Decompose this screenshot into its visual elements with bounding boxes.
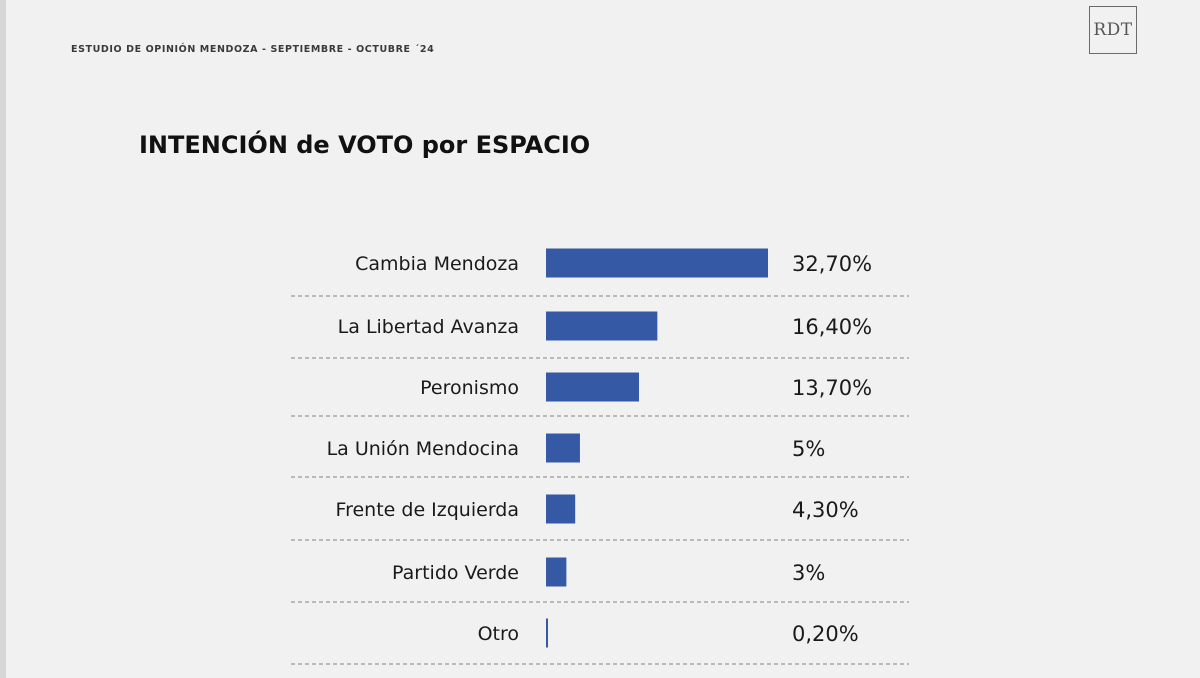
- left-border: [0, 0, 6, 678]
- bar-partido-verde: [546, 557, 567, 587]
- value-label-frente-de-izquierda: 4,30%: [792, 498, 859, 522]
- bar-cambia-mendoza: [546, 248, 768, 278]
- value-label-partido-verde: 3%: [792, 561, 825, 585]
- value-label-otro: 0,20%: [792, 622, 859, 646]
- bar-otro: [546, 618, 548, 648]
- bar-peronismo: [546, 372, 640, 402]
- value-label-cambia-mendoza: 32,70%: [792, 252, 872, 276]
- category-label-la-libertad-avanza: La Libertad Avanza: [338, 316, 519, 338]
- bar-la-union-mendocina: [546, 433, 580, 463]
- value-label-la-libertad-avanza: 16,40%: [792, 315, 872, 339]
- value-label-la-union-mendocina: 5%: [792, 437, 825, 461]
- value-label-peronismo: 13,70%: [792, 376, 872, 400]
- category-label-la-union-mendocina: La Unión Mendocina: [327, 438, 519, 460]
- category-label-peronismo: Peronismo: [420, 377, 519, 399]
- rdt-logo: RDT: [1089, 6, 1137, 54]
- study-header: ESTUDIO DE OPINIÓN MENDOZA - SEPTIEMBRE …: [71, 44, 435, 55]
- category-label-frente-de-izquierda: Frente de Izquierda: [336, 499, 519, 521]
- bar-frente-de-izquierda: [546, 494, 576, 524]
- category-label-partido-verde: Partido Verde: [392, 562, 519, 584]
- chart-title: INTENCIÓN de VOTO por ESPACIO: [139, 131, 591, 159]
- category-label-cambia-mendoza: Cambia Mendoza: [355, 253, 519, 275]
- category-label-otro: Otro: [478, 623, 519, 645]
- bar-la-libertad-avanza: [546, 311, 658, 341]
